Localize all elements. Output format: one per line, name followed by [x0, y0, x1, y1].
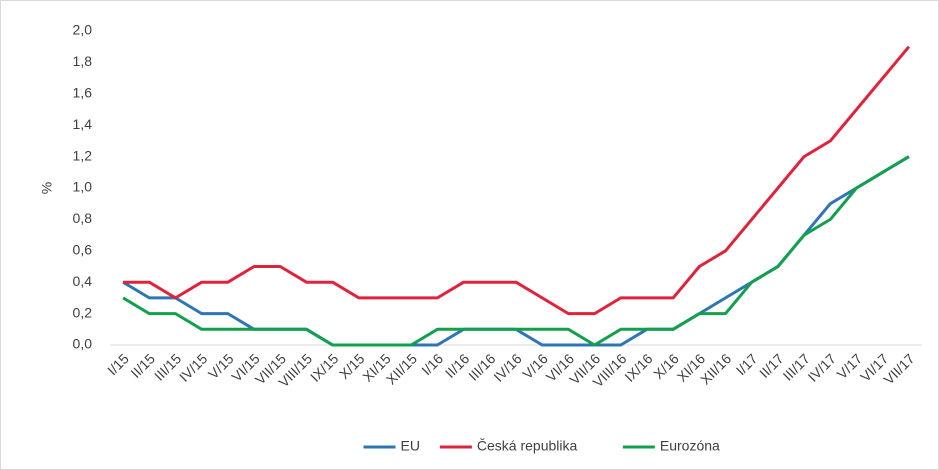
y-tick-label: 1,6: [73, 85, 93, 101]
line-series: [123, 45, 911, 316]
y-tick-label: 0,2: [73, 304, 93, 320]
y-tick-label: 1,2: [73, 147, 93, 163]
y-tick-label: 1,0: [73, 179, 93, 195]
y-tick-label: 1,4: [73, 116, 93, 132]
y-tick-label: 0,6: [73, 242, 93, 258]
legend-label: Česká republika: [477, 438, 578, 454]
line-series: [122, 155, 910, 347]
legend-label: Eurozóna: [660, 438, 720, 454]
y-axis-label: %: [39, 182, 55, 194]
y-tick-label: 2,0: [73, 22, 93, 38]
y-tick-label: 0,8: [73, 210, 93, 226]
y-tick-label: 0,0: [73, 336, 93, 352]
y-tick-label: 0,4: [73, 273, 93, 289]
y-tick-label: 1,8: [73, 53, 93, 69]
legend-label: EU: [401, 438, 420, 454]
